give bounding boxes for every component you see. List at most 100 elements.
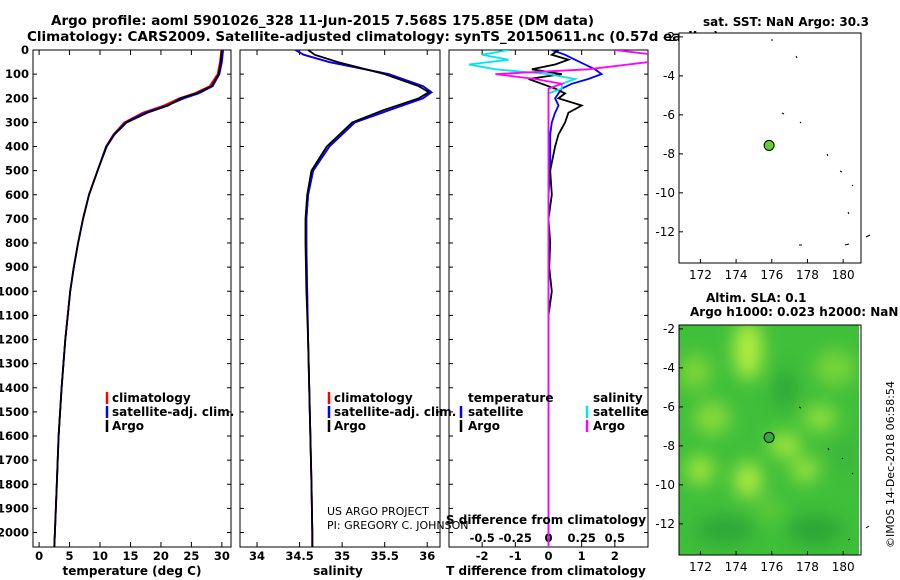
legend-label-sal-satellite: satellite: [593, 405, 648, 419]
x2-tick-label: 0.25: [567, 531, 595, 545]
speck: [865, 234, 871, 238]
depth-tick-label: 1200: [0, 333, 29, 347]
depth-tick-label: 1800: [0, 477, 29, 491]
sla-map-frame: [678, 324, 862, 556]
speck: [851, 472, 854, 475]
sla-blob: [734, 325, 762, 380]
sla-blob: [758, 500, 782, 520]
x-tick-label: 30: [214, 549, 230, 563]
map-y-tick-label: -10: [655, 186, 675, 200]
sla-map-title-2: Argo h1000: 0.023 h2000: NaN: [690, 305, 899, 319]
sla-blob: [831, 437, 859, 473]
depth-tick-label: 700: [5, 212, 29, 226]
x-tick-label: 2: [611, 549, 619, 563]
speck: [839, 170, 843, 173]
x2-tick-label: -0.5: [470, 531, 495, 545]
depth-tick-label: 1000: [0, 284, 29, 298]
x-tick-label: -1: [509, 549, 522, 563]
depth-tick-label: 100: [5, 67, 29, 81]
sla-blob: [787, 516, 843, 544]
depth-tick-label: 600: [5, 188, 29, 202]
pi-credit: PI: GREGORY C. JOHNSON: [327, 519, 468, 532]
sla-blob: [815, 350, 855, 386]
series-line-salinity-satellite: [468, 50, 579, 547]
map-y-tick-label: -2: [663, 30, 675, 44]
map-y-tick-label: -6: [663, 108, 675, 122]
speck: [798, 406, 802, 409]
speck: [826, 153, 829, 157]
x-tick-label: 5: [66, 549, 74, 563]
speck: [781, 112, 785, 115]
temperature-legend: climatology satellite-adj. clim. Argo: [105, 391, 234, 433]
map-x-tick-label: 180: [832, 268, 855, 282]
argo-location-marker-sst: [763, 139, 775, 151]
depth-tick-label: 1400: [0, 381, 29, 395]
x-tick-label: 35: [334, 549, 350, 563]
x2-tick-label: -0.25: [499, 531, 532, 545]
sst-map-axes: 172 174 176 178 180 -2 -4 -6 -8 -10 -12: [655, 30, 854, 282]
series-line-argo: [53, 50, 223, 547]
depth-tick-label: 1600: [0, 429, 29, 443]
speck: [795, 55, 798, 59]
depth-tick-label: 200: [5, 91, 29, 105]
depth-tick-label: 300: [5, 115, 29, 129]
series-line-climatology: [53, 50, 223, 547]
x-tick-label: 34.5: [285, 549, 313, 563]
project-credit: US ARGO PROJECT: [327, 505, 429, 518]
map-y-tick-label: -6: [663, 400, 675, 414]
series-line-climatology: [294, 50, 434, 547]
x-tick-label: 0: [544, 549, 552, 563]
depth-tick-label: 800: [5, 236, 29, 250]
map-y-tick-label: -10: [655, 478, 675, 492]
difference-x-axis: -2 -1 0 1 2-0.5 -0.25 0 0.25 0.5: [470, 50, 625, 563]
depth-tick-label: 2000: [0, 526, 29, 540]
map-x-tick-label: 178: [796, 268, 819, 282]
map-y-tick-label: -4: [663, 69, 675, 83]
x-tick-label: 35.5: [370, 549, 398, 563]
sla-blob: [791, 458, 819, 482]
salinity-panel-frame: [239, 49, 441, 548]
speck: [847, 211, 850, 215]
imos-timestamp: ©IMOS 14-Dec-2018 06:58:54: [884, 381, 897, 548]
page-title-line1: Argo profile: aoml 5901026_328 11-Jun-20…: [51, 13, 595, 29]
difference-top-label: S difference from climatology: [446, 513, 646, 527]
map-x-tick-label: 174: [725, 268, 748, 282]
temperature-x-axis: 0 5 10 15 20 25 30: [35, 50, 230, 563]
sla-blob: [734, 462, 762, 498]
depth-tick-label: 1100: [0, 308, 29, 322]
legend-title-temperature: temperature: [468, 391, 553, 405]
legend-label-temp-satellite: satellite: [468, 405, 523, 419]
depth-tick-label: 1500: [0, 405, 29, 419]
sla-blob: [694, 402, 730, 434]
sla-blob: [769, 433, 801, 457]
speck: [847, 538, 851, 541]
map-x-tick-label: 172: [689, 268, 712, 282]
salinity-xlabel: salinity: [313, 564, 363, 578]
salinity-legend: climatology satellite-adj. clim. Argo: [327, 391, 456, 433]
temperature-xlabel: temperature (deg C): [63, 564, 202, 578]
legend-title-salinity: salinity: [593, 391, 643, 405]
sla-blobs: [679, 325, 859, 544]
map-x-tick-label: 174: [725, 560, 748, 574]
map-y-tick-label: -8: [663, 439, 675, 453]
depth-tick-label: 1700: [0, 453, 29, 467]
sst-map-specks: [771, 39, 871, 246]
legend-label-sal-argo: Argo: [593, 419, 625, 433]
difference-legend: temperature satellite Argo salinity sate…: [459, 391, 648, 433]
map-y-tick-label: -2: [663, 322, 675, 336]
depth-tick-label: 0: [21, 43, 29, 57]
depth-tick-label: 1300: [0, 357, 29, 371]
argo-location-marker-sla: [763, 431, 775, 443]
map-x-tick-label: 178: [796, 560, 819, 574]
series-line-temperature-satellite: [547, 50, 604, 547]
x-tick-label: 0: [35, 549, 43, 563]
speck: [865, 525, 870, 529]
depth-tick-label: 900: [5, 260, 29, 274]
x-tick-label: 10: [92, 549, 108, 563]
legend-label-temp-argo: Argo: [468, 419, 500, 433]
x-tick-label: 36: [419, 549, 435, 563]
x-tick-label: 34: [249, 549, 265, 563]
sla-blob: [773, 370, 797, 410]
salinity-lines: [294, 50, 434, 547]
